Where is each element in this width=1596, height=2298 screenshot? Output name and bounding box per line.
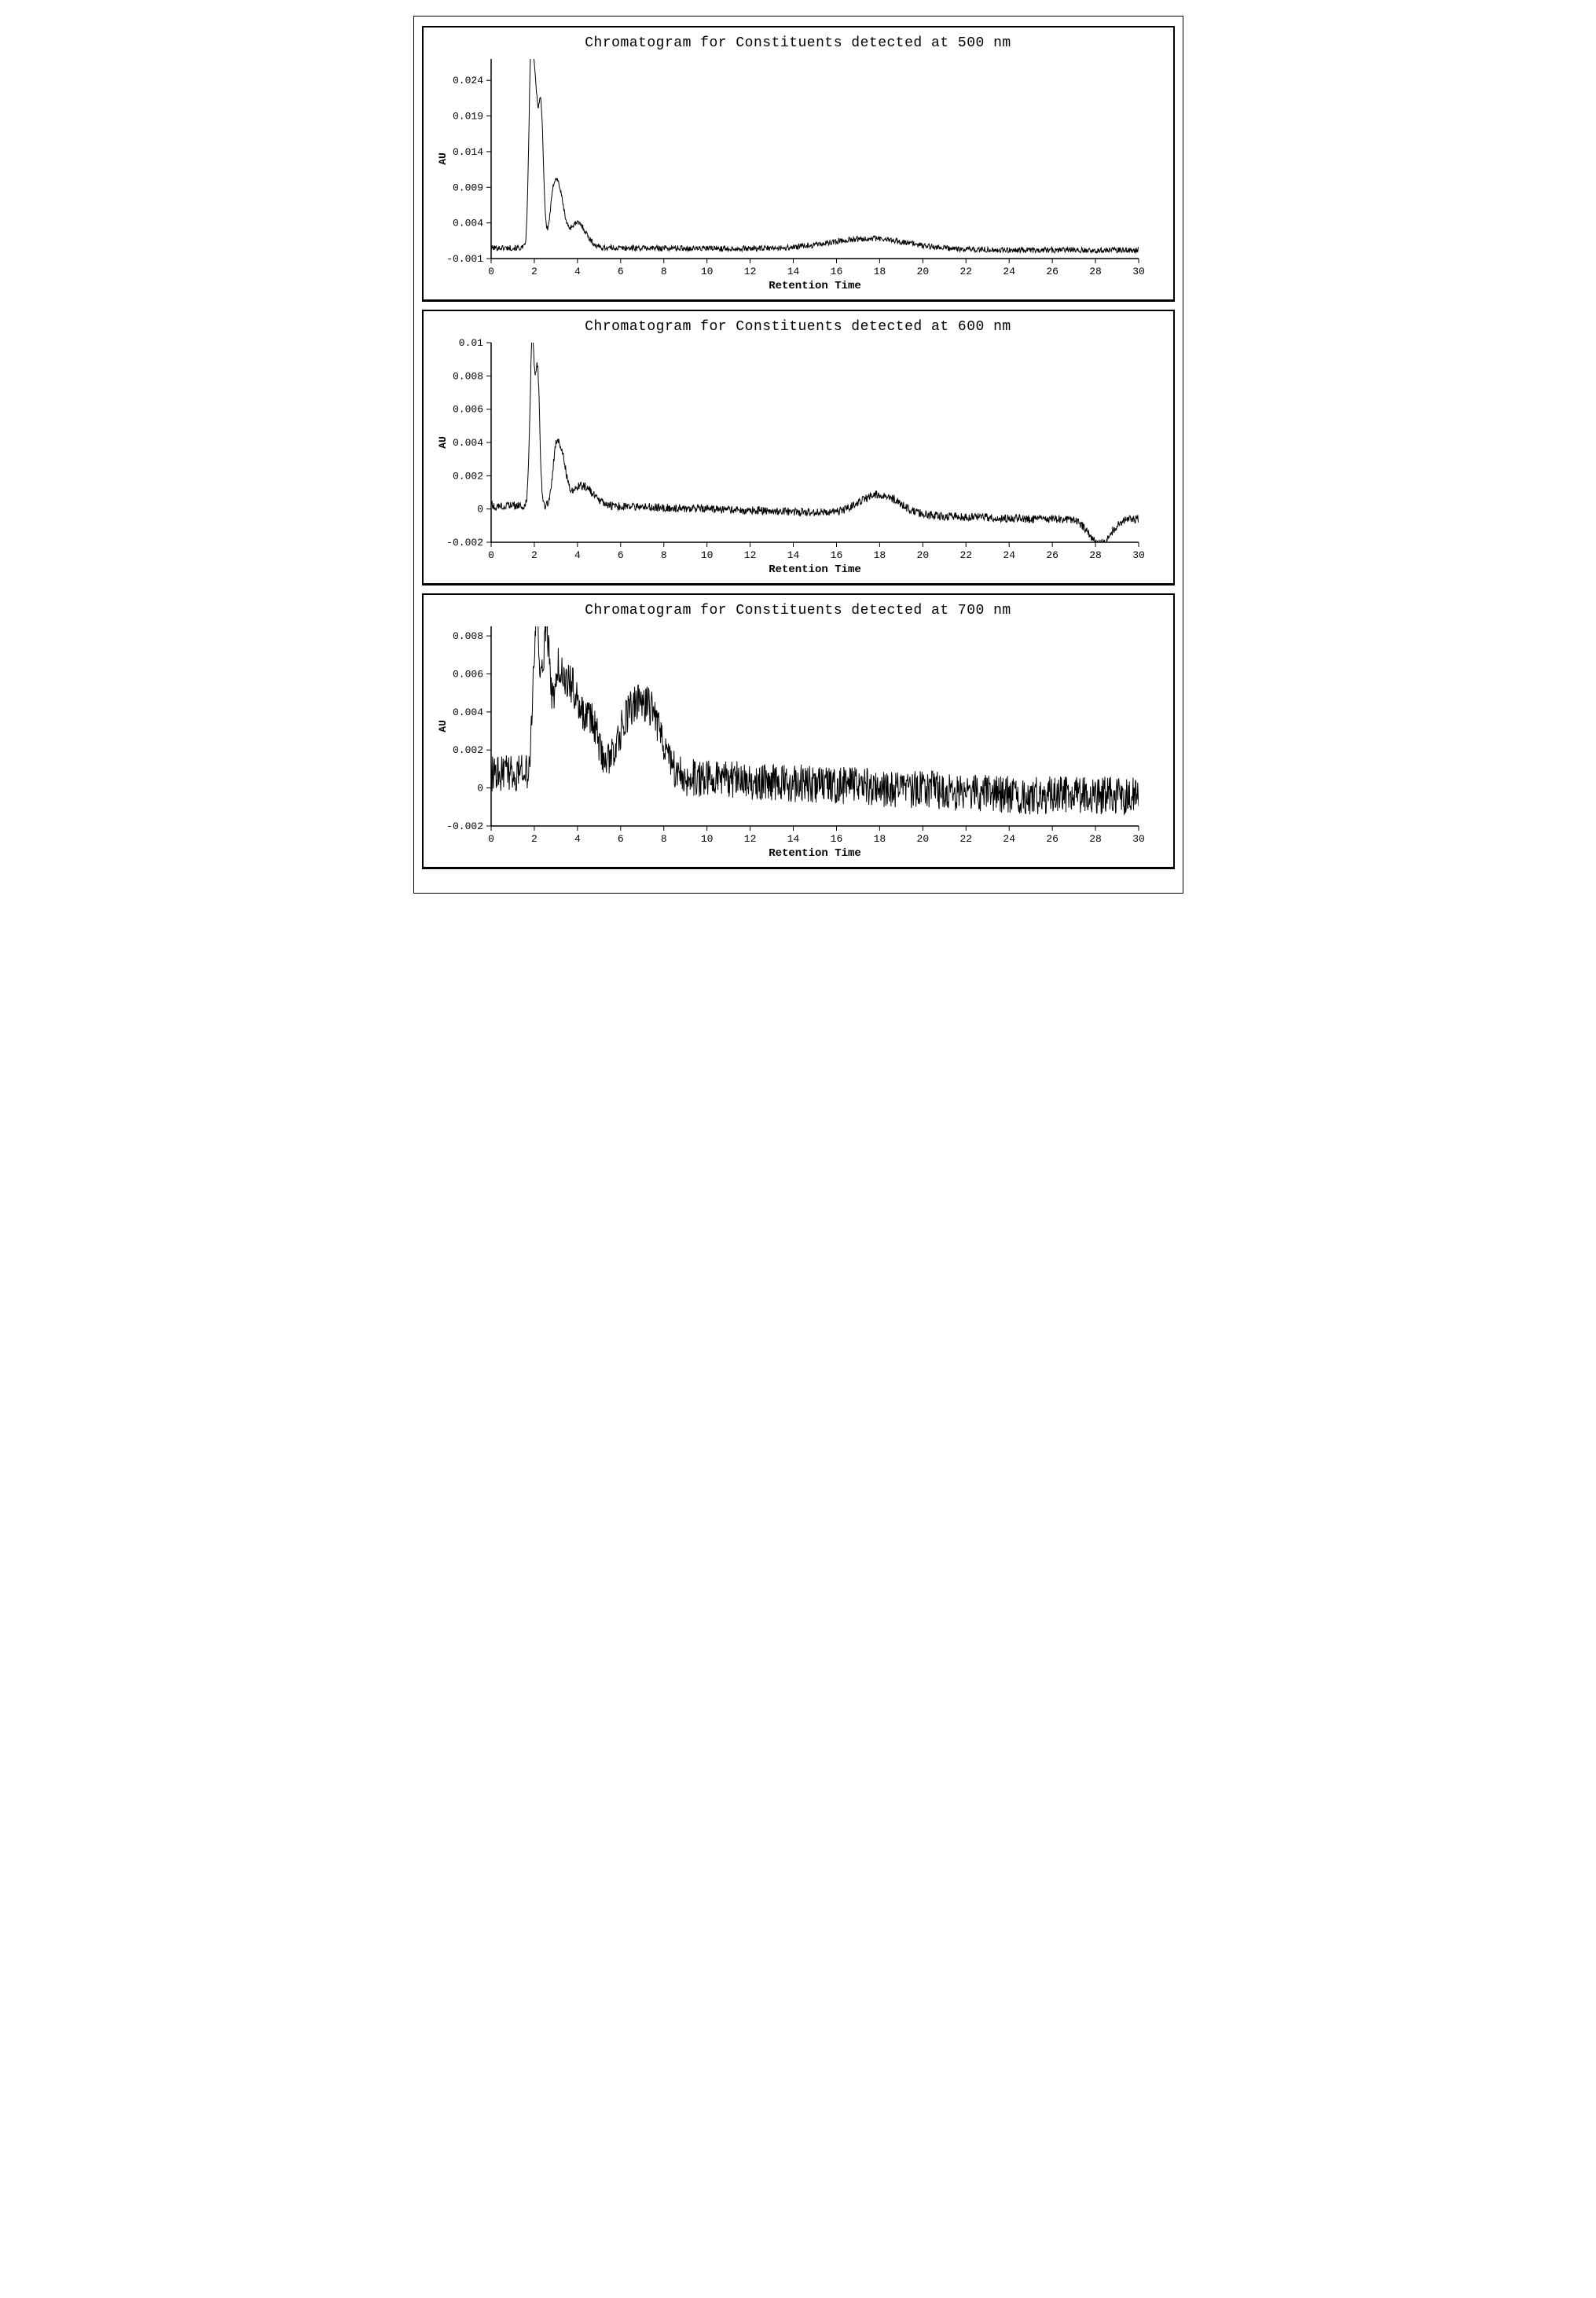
- svg-text:26: 26: [1046, 266, 1058, 277]
- svg-text:24: 24: [1003, 266, 1015, 277]
- svg-text:AU: AU: [437, 436, 449, 449]
- svg-text:0.009: 0.009: [452, 182, 482, 193]
- svg-text:12: 12: [743, 833, 756, 845]
- svg-text:0.024: 0.024: [452, 75, 482, 86]
- svg-text:2: 2: [531, 266, 538, 277]
- svg-text:28: 28: [1089, 549, 1102, 561]
- svg-text:0.008: 0.008: [452, 370, 482, 382]
- svg-text:24: 24: [1003, 833, 1015, 845]
- svg-text:Retention Time: Retention Time: [769, 280, 861, 292]
- chart-plot-600nm: -0.00200.0020.0040.0060.0080.01024681012…: [430, 336, 1167, 580]
- svg-text:0.01: 0.01: [458, 337, 482, 349]
- svg-text:26: 26: [1046, 549, 1058, 561]
- svg-text:0: 0: [488, 266, 494, 277]
- svg-text:14: 14: [787, 833, 799, 845]
- svg-text:4: 4: [574, 266, 580, 277]
- svg-text:18: 18: [873, 833, 886, 845]
- chart-title: Chromatogram for Constituents detected a…: [430, 35, 1167, 51]
- svg-text:4: 4: [574, 833, 580, 845]
- svg-text:24: 24: [1003, 549, 1015, 561]
- svg-text:0.008: 0.008: [452, 630, 482, 642]
- page-frame: Chromatogram for Constituents detected a…: [413, 16, 1183, 894]
- svg-text:28: 28: [1089, 266, 1102, 277]
- chart-svg-600nm: -0.00200.0020.0040.0060.0080.01024681012…: [430, 336, 1153, 580]
- svg-text:0.002: 0.002: [452, 744, 482, 756]
- svg-text:0: 0: [488, 833, 494, 845]
- svg-text:0.004: 0.004: [452, 707, 482, 718]
- svg-text:Retention Time: Retention Time: [769, 847, 861, 860]
- chart-panel-700nm: Chromatogram for Constituents detected a…: [422, 593, 1175, 869]
- svg-text:0.006: 0.006: [452, 668, 482, 680]
- svg-text:0: 0: [477, 504, 483, 516]
- svg-text:18: 18: [873, 549, 886, 561]
- svg-text:8: 8: [660, 833, 666, 845]
- svg-text:16: 16: [830, 549, 842, 561]
- svg-text:-0.002: -0.002: [446, 820, 483, 832]
- svg-text:20: 20: [916, 266, 929, 277]
- svg-text:-0.001: -0.001: [446, 253, 483, 265]
- svg-text:14: 14: [787, 266, 799, 277]
- svg-text:22: 22: [959, 266, 972, 277]
- chart-plot-500nm: -0.0010.0040.0090.0140.0190.024024681012…: [430, 53, 1167, 296]
- chart-plot-700nm: -0.00200.0020.0040.0060.0080246810121416…: [430, 620, 1167, 864]
- svg-text:30: 30: [1132, 833, 1145, 845]
- svg-text:AU: AU: [437, 720, 449, 732]
- svg-text:0.006: 0.006: [452, 404, 482, 416]
- svg-text:16: 16: [830, 833, 842, 845]
- chart-title: Chromatogram for Constituents detected a…: [430, 319, 1167, 335]
- svg-text:6: 6: [617, 833, 623, 845]
- svg-text:6: 6: [617, 549, 623, 561]
- svg-text:4: 4: [574, 549, 580, 561]
- svg-text:26: 26: [1046, 833, 1058, 845]
- svg-text:0.004: 0.004: [452, 437, 482, 449]
- svg-text:30: 30: [1132, 549, 1145, 561]
- svg-text:12: 12: [743, 266, 756, 277]
- svg-text:0.004: 0.004: [452, 218, 482, 229]
- svg-text:0.002: 0.002: [452, 470, 482, 482]
- svg-text:2: 2: [531, 549, 538, 561]
- svg-text:10: 10: [700, 833, 713, 845]
- svg-text:10: 10: [700, 266, 713, 277]
- svg-text:20: 20: [916, 833, 929, 845]
- svg-text:18: 18: [873, 266, 886, 277]
- svg-text:30: 30: [1132, 266, 1145, 277]
- svg-text:6: 6: [617, 266, 623, 277]
- chart-title: Chromatogram for Constituents detected a…: [430, 603, 1167, 619]
- svg-text:8: 8: [660, 266, 666, 277]
- chart-svg-700nm: -0.00200.0020.0040.0060.0080246810121416…: [430, 620, 1153, 864]
- chart-panel-500nm: Chromatogram for Constituents detected a…: [422, 26, 1175, 302]
- svg-text:2: 2: [531, 833, 538, 845]
- svg-text:14: 14: [787, 549, 799, 561]
- svg-text:-0.002: -0.002: [446, 537, 483, 549]
- svg-text:0: 0: [488, 549, 494, 561]
- svg-text:20: 20: [916, 549, 929, 561]
- chart-panel-600nm: Chromatogram for Constituents detected a…: [422, 310, 1175, 586]
- svg-text:8: 8: [660, 549, 666, 561]
- svg-text:Retention Time: Retention Time: [769, 563, 861, 576]
- svg-text:10: 10: [700, 549, 713, 561]
- chart-svg-500nm: -0.0010.0040.0090.0140.0190.024024681012…: [430, 53, 1153, 296]
- svg-text:16: 16: [830, 266, 842, 277]
- svg-text:AU: AU: [437, 152, 449, 165]
- svg-text:0.019: 0.019: [452, 111, 482, 123]
- svg-text:28: 28: [1089, 833, 1102, 845]
- svg-text:0.014: 0.014: [452, 146, 482, 158]
- svg-text:22: 22: [959, 549, 972, 561]
- svg-text:22: 22: [959, 833, 972, 845]
- svg-text:12: 12: [743, 549, 756, 561]
- svg-text:0: 0: [477, 783, 483, 795]
